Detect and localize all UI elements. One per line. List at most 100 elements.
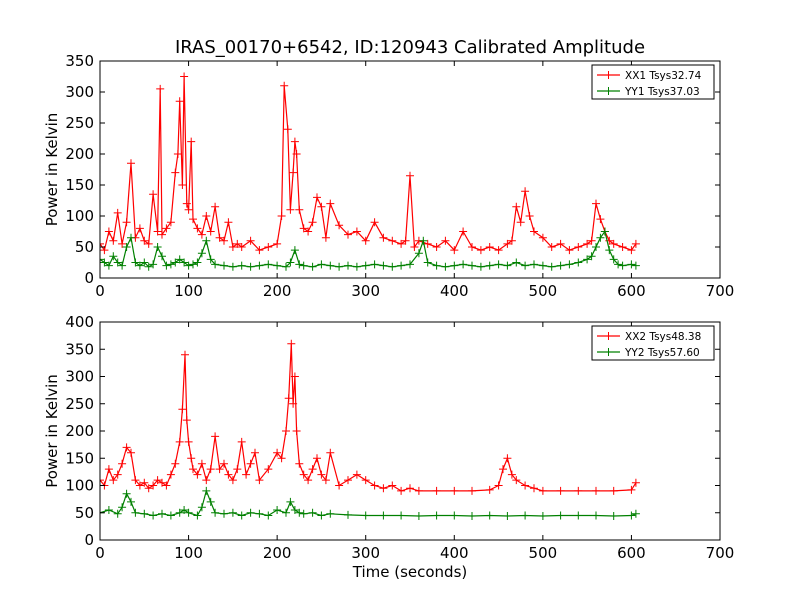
data-point [512,202,521,211]
data-point [494,246,503,255]
data-point [450,261,459,270]
y-tick-label: 250 [65,395,94,413]
data-point [295,459,304,468]
data-point [202,212,211,220]
data-point [344,261,352,270]
data-point [432,511,441,520]
x-tick-label: 0 [95,544,105,562]
data-point [419,236,428,245]
data-point [273,506,282,514]
data-point [583,255,592,264]
data-point [450,486,459,495]
data-point [211,260,220,269]
y-tick-label: 350 [65,52,94,70]
data-point [180,72,189,81]
data-point [592,243,600,251]
data-point [503,512,512,520]
data-point [280,81,289,90]
legend-entry: YY2 Tsys57.60 [597,347,700,359]
data-point [175,437,184,446]
data-point [242,470,251,479]
data-point [144,484,153,493]
data-point [166,511,175,520]
data-point [530,484,538,493]
data-point [118,239,127,248]
data-point [335,262,344,271]
data-point [556,511,565,520]
data-point [228,262,237,271]
data-point [156,84,165,93]
data-point [600,227,609,236]
data-point [127,159,135,168]
data-point [326,261,335,270]
data-point [587,252,596,261]
data-point [100,255,104,264]
plot-area [100,72,640,271]
data-point [614,260,623,269]
data-point [189,260,197,269]
y-tick-label: 100 [65,477,94,495]
legend-box [591,325,715,361]
data-point [193,511,202,520]
data-point [246,508,255,517]
data-point [574,243,583,251]
data-point [574,486,583,495]
data-point [113,509,122,518]
data-point [370,218,379,227]
data-point [388,236,397,245]
data-point [162,481,171,490]
data-point [153,476,162,485]
data-point [361,476,370,485]
data-point [178,405,187,414]
data-point [295,205,304,214]
data-point [538,486,547,495]
y-tick-label: 250 [65,114,94,132]
data-point [282,508,290,517]
data-point [299,224,308,233]
data-point [220,236,228,245]
legend-marker [604,71,613,79]
data-point [503,239,512,248]
y-tick-label: 150 [65,449,94,467]
data-point [184,508,193,517]
data-point [432,243,441,251]
data-point [144,239,153,248]
data-point [299,261,308,270]
data-point [397,486,406,495]
data-point [202,236,211,245]
data-point [499,465,507,474]
data-point [326,509,335,518]
data-point [596,233,605,242]
data-point [175,508,184,517]
data-point [153,243,162,251]
data-point [206,255,215,264]
legend-label: YY2 Tsys57.60 [624,347,700,359]
data-point [233,239,242,248]
data-point [494,481,503,490]
data-point [118,503,127,512]
legend-label: XX1 Tsys32.74 [625,70,702,82]
data-point [317,511,326,520]
data-point [503,261,512,270]
data-point [104,506,113,514]
data-point [282,427,290,435]
data-point [197,249,206,258]
x-tick-label: 700 [706,282,735,300]
data-point [246,262,255,271]
x-axis-label: Time (seconds) [352,563,468,581]
data-point [255,261,264,270]
data-point [370,481,379,490]
data-point [627,260,636,269]
legend-label: YY1 Tsys37.03 [624,86,700,98]
data-point [286,205,295,214]
data-point [361,261,370,270]
data-point [127,497,135,506]
data-point [609,239,618,248]
data-point [166,470,175,479]
data-point [299,509,308,518]
data-point [273,448,282,457]
data-point [485,243,494,251]
legend-label: XX2 Tsys48.38 [625,331,701,343]
data-point [189,215,197,224]
data-point [290,506,299,514]
